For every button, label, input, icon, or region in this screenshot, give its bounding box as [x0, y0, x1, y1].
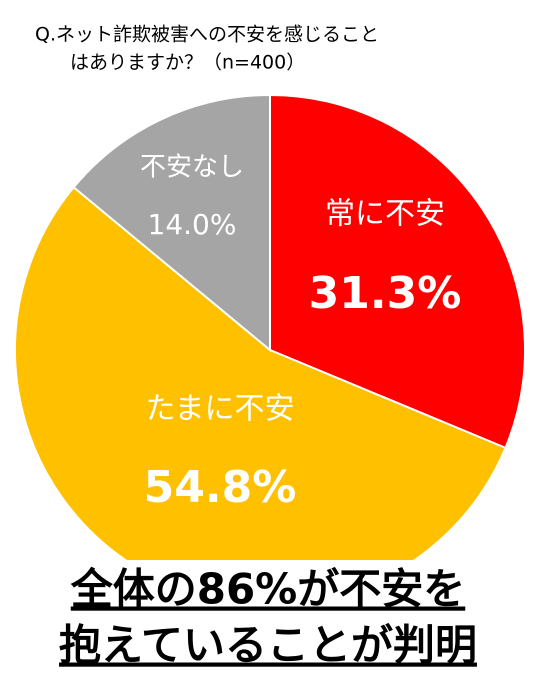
annotation-background	[0, 560, 536, 681]
annotation: 抱えていることが判明	[59, 621, 477, 670]
slice-label: 不安なし	[140, 153, 244, 183]
pie-slice	[72, 93, 271, 353]
chart-title: はありますか？（n=400）	[70, 52, 305, 74]
value-label: 54.8%	[144, 462, 297, 513]
value-label: 31.3%	[309, 268, 462, 319]
slice-label: たまに不安	[145, 392, 294, 427]
pie-slice	[269, 93, 526, 450]
slice-label: 常に不安	[325, 197, 445, 232]
annotation: 全体の86%が不安を	[70, 565, 466, 614]
value-label: 14.0%	[148, 208, 237, 241]
chart-title: Q.ネット詐欺被害への不安を感じること	[35, 24, 379, 46]
pie	[14, 93, 526, 606]
